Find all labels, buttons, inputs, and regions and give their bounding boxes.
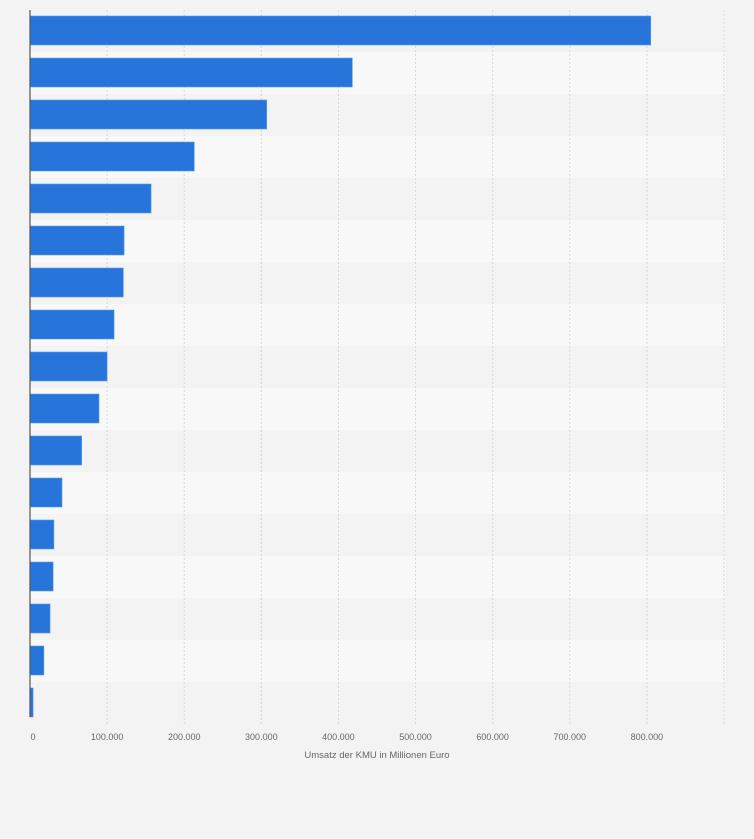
row-background [30, 556, 726, 598]
bar[interactable] [29, 351, 108, 382]
x-tick-label: 200.000 [168, 732, 201, 742]
x-tick-label: 400.000 [322, 732, 355, 742]
bar[interactable] [29, 645, 45, 676]
row-background [30, 598, 726, 640]
row-background [30, 220, 726, 262]
row-background [30, 514, 726, 556]
bar[interactable] [29, 603, 51, 634]
bar[interactable] [29, 519, 55, 550]
bar[interactable] [29, 393, 100, 424]
row-background [30, 640, 726, 682]
bar[interactable] [29, 225, 125, 256]
x-tick-label: 600.000 [476, 732, 509, 742]
row-background [30, 472, 726, 514]
x-tick-label: 800.000 [631, 732, 664, 742]
bar[interactable] [29, 141, 195, 172]
x-tick-label: 300.000 [245, 732, 278, 742]
bar[interactable] [29, 57, 353, 88]
row-background [30, 430, 726, 472]
bar[interactable] [29, 435, 82, 466]
x-tick-label: 500.000 [399, 732, 432, 742]
bars [29, 15, 652, 718]
bar[interactable] [29, 309, 115, 340]
bar[interactable] [29, 183, 152, 214]
bar[interactable] [29, 267, 124, 298]
row-background [30, 304, 726, 346]
x-tick-label: 700.000 [554, 732, 587, 742]
row-background [30, 682, 726, 724]
bar[interactable] [29, 561, 54, 592]
row-background [30, 262, 726, 304]
x-tick-label: 100.000 [91, 732, 124, 742]
x-axis-label: Umsatz der KMU in Millionen Euro [304, 750, 449, 761]
bar[interactable] [29, 15, 652, 46]
x-tick-label: 0 [30, 732, 35, 742]
x-tick-labels: 0 100.000 200.000 300.000 400.000 500.000 600.… [30, 732, 663, 742]
bar[interactable] [29, 477, 63, 508]
row-background [30, 388, 726, 430]
row-background [30, 346, 726, 388]
bar[interactable] [29, 99, 268, 130]
